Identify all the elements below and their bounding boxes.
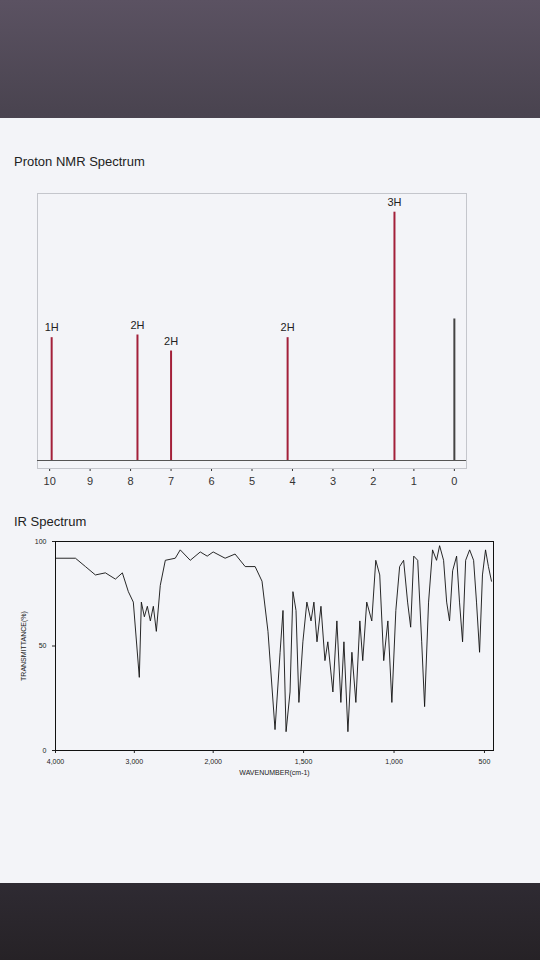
svg-text:1,500: 1,500 <box>295 758 313 765</box>
svg-text:0: 0 <box>43 747 47 754</box>
svg-text:9: 9 <box>87 475 93 487</box>
svg-text:8: 8 <box>128 475 134 487</box>
svg-text:2,000: 2,000 <box>204 758 222 765</box>
svg-text:2H: 2H <box>130 319 144 331</box>
svg-text:2H: 2H <box>164 335 178 347</box>
svg-text:2: 2 <box>370 475 376 487</box>
svg-text:TRANSMITTANCE(%): TRANSMITTANCE(%) <box>20 611 28 681</box>
svg-text:4,000: 4,000 <box>47 758 65 765</box>
svg-text:3: 3 <box>330 475 336 487</box>
svg-text:5: 5 <box>249 475 255 487</box>
svg-text:WAVENUMBER(cm-1): WAVENUMBER(cm-1) <box>239 769 309 777</box>
svg-text:6: 6 <box>208 475 214 487</box>
svg-text:50: 50 <box>39 642 47 649</box>
svg-text:100: 100 <box>35 538 47 545</box>
svg-text:0: 0 <box>451 475 457 487</box>
svg-text:3H: 3H <box>387 196 401 208</box>
svg-text:500: 500 <box>479 758 491 765</box>
svg-text:3,000: 3,000 <box>126 758 144 765</box>
svg-text:1,000: 1,000 <box>385 758 403 765</box>
svg-text:2H: 2H <box>281 321 295 333</box>
svg-text:1: 1 <box>411 475 417 487</box>
svg-text:10: 10 <box>44 475 56 487</box>
html-text:Proton NMR Spectrum: Proton NMR Spectrum <box>14 154 145 169</box>
svg-text:4: 4 <box>289 475 295 487</box>
html-text:IR Spectrum: IR Spectrum <box>14 514 87 529</box>
svg-text:1H: 1H <box>45 321 59 333</box>
svg-text:7: 7 <box>168 475 174 487</box>
